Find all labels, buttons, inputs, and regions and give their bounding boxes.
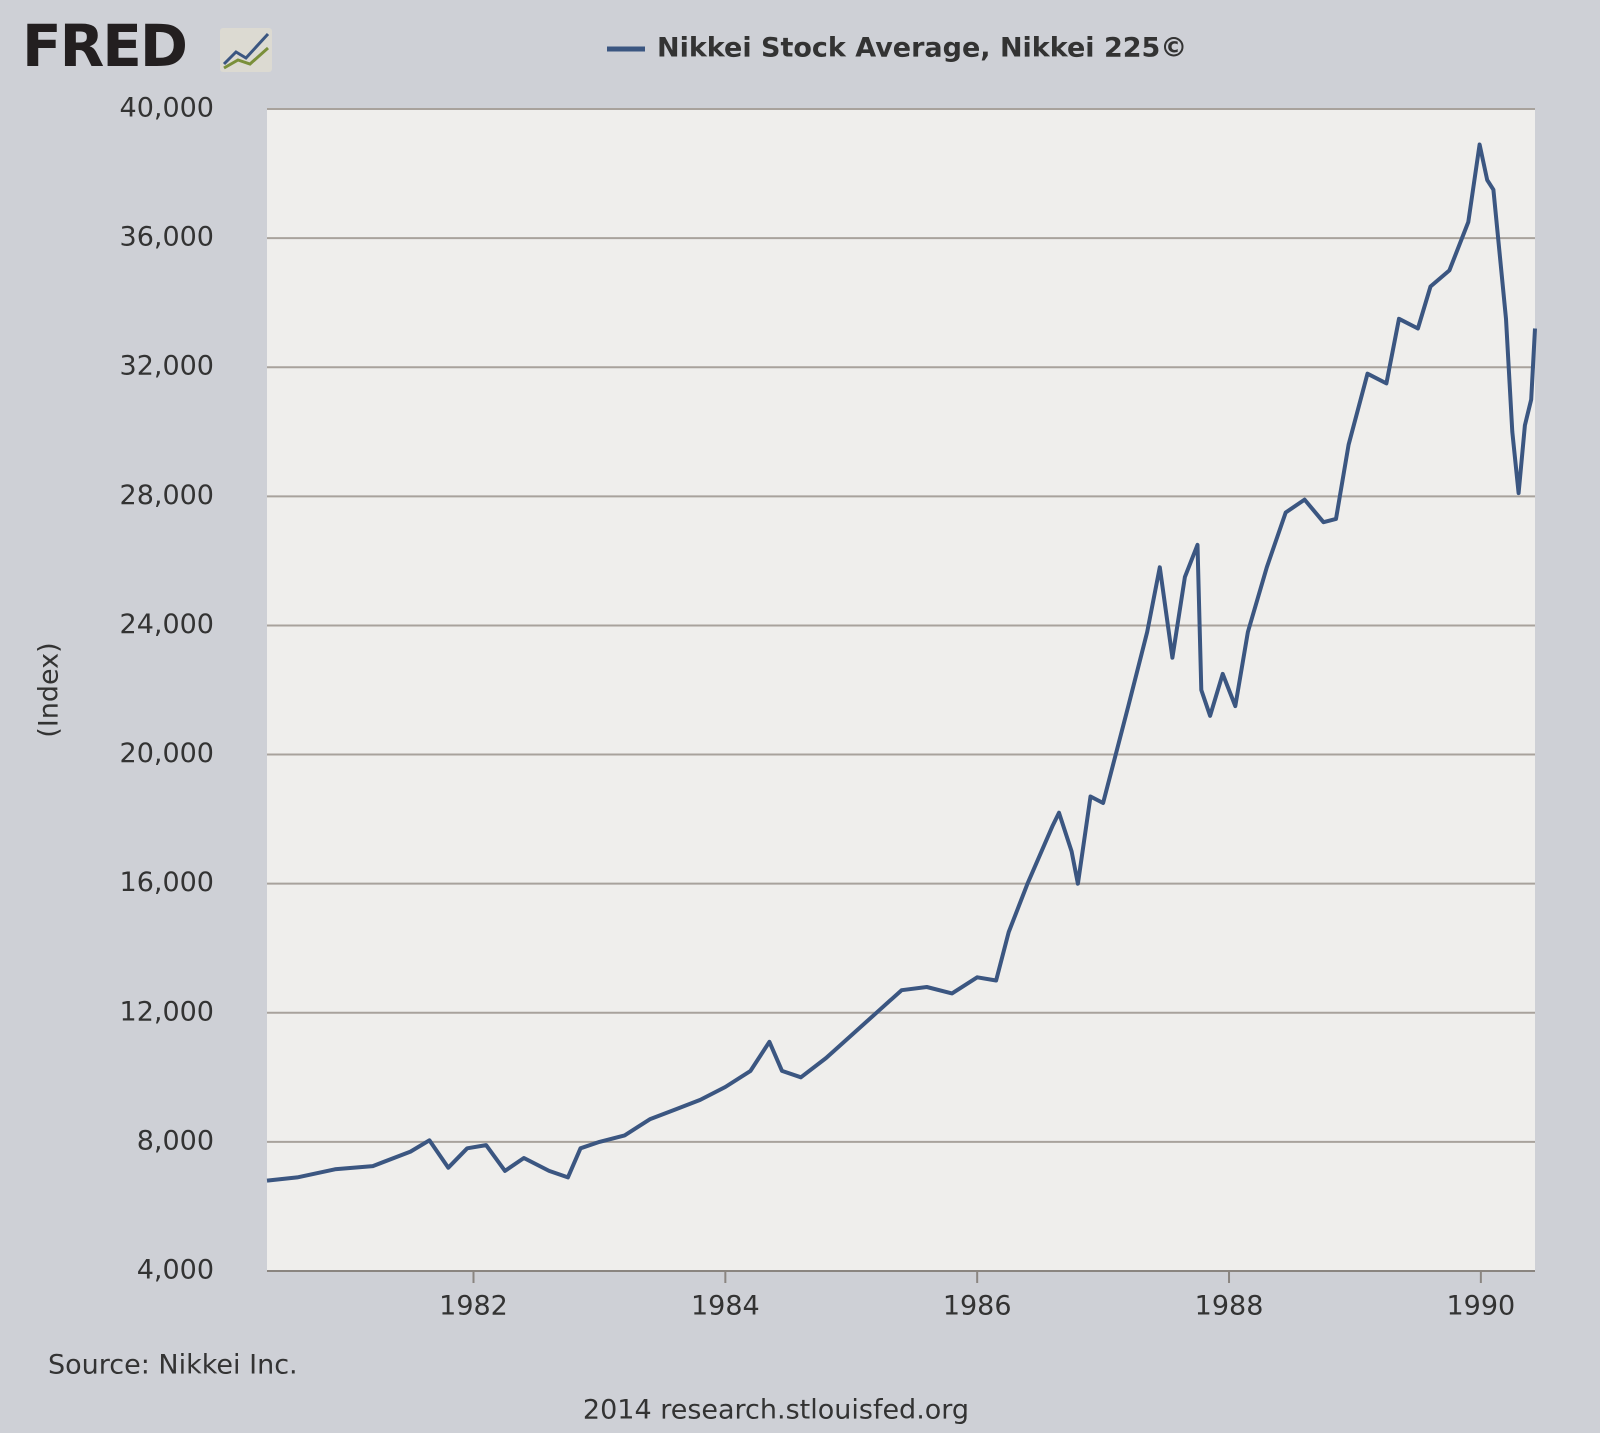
y-tick-label: 4,000 <box>137 1255 214 1286</box>
x-tick-label: 1982 <box>439 1291 508 1322</box>
y-tick-label: 28,000 <box>120 480 214 511</box>
series-line <box>266 142 1537 1183</box>
y-tick-label: 36,000 <box>120 222 214 253</box>
logo-icon <box>220 28 272 72</box>
y-tick-label: 32,000 <box>120 351 214 382</box>
y-tick-label: 40,000 <box>120 93 214 124</box>
x-tick-label: 1988 <box>1195 1291 1264 1322</box>
legend-label: Nikkei Stock Average, Nikkei 225© <box>657 33 1187 64</box>
logo: FRED <box>22 12 186 80</box>
y-tick-label: 12,000 <box>120 996 214 1027</box>
y-tick-label: 24,000 <box>120 609 214 640</box>
plot-area <box>267 109 1535 1271</box>
y-axis-label: (Index) <box>34 642 65 737</box>
x-tick-label: 1986 <box>943 1291 1012 1322</box>
y-tick-label: 20,000 <box>120 738 214 769</box>
x-tick-label: 1984 <box>691 1291 760 1322</box>
y-tick-label: 16,000 <box>120 867 214 898</box>
source: Source: Nikkei Inc. <box>48 1350 298 1381</box>
y-tick-label: 8,000 <box>137 1125 214 1156</box>
x-tick-label: 1990 <box>1446 1291 1515 1322</box>
credit: 2014 research.stlouisfed.org <box>583 1395 969 1426</box>
